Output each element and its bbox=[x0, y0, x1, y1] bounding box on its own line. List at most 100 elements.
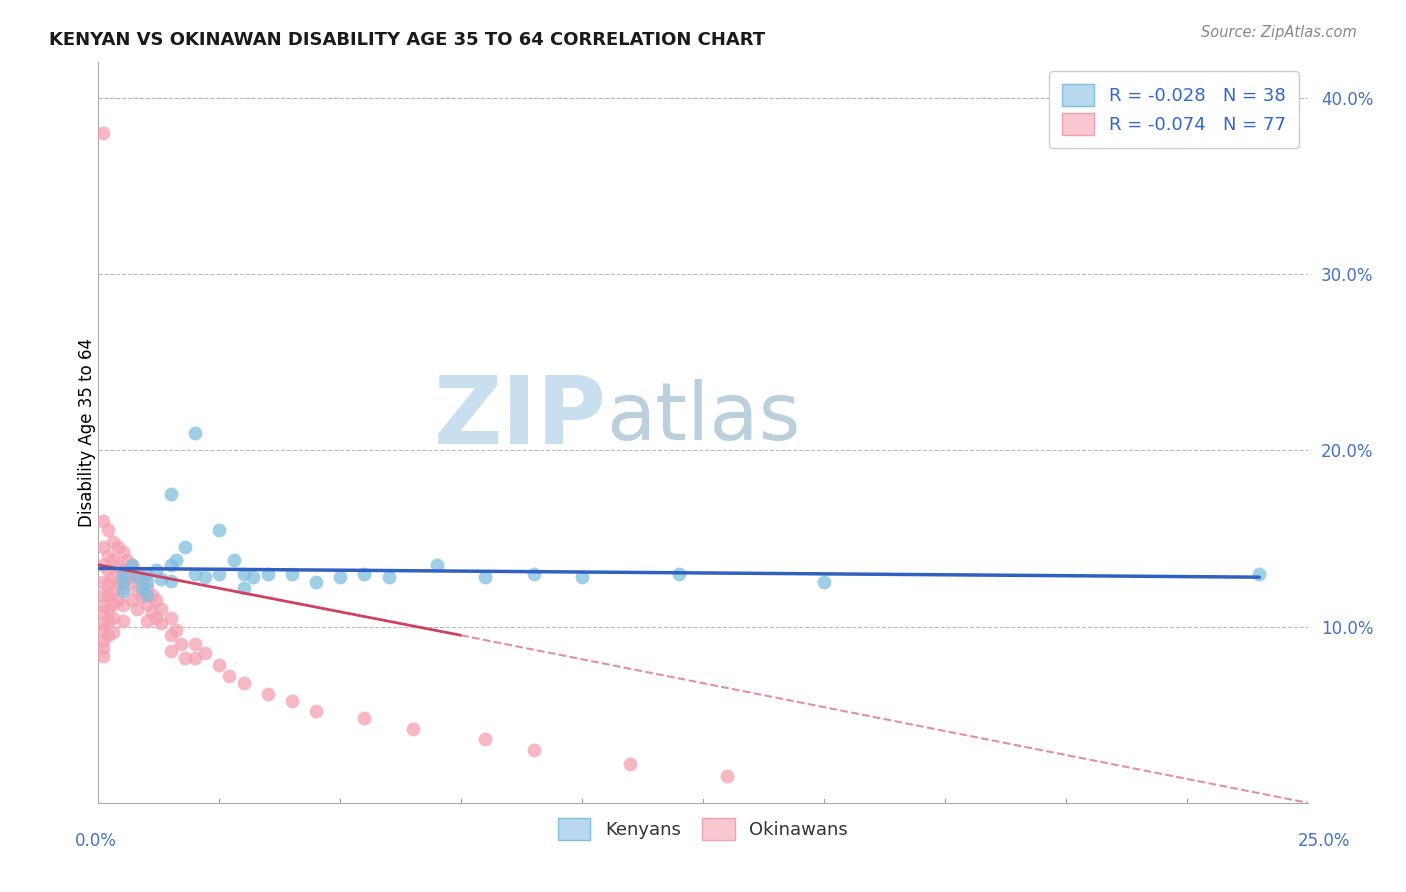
Point bbox=[101, 584, 124, 599]
Point bbox=[111, 575, 134, 590]
Point bbox=[232, 676, 254, 690]
Point bbox=[117, 570, 139, 584]
Point bbox=[668, 566, 690, 581]
Point bbox=[160, 574, 183, 588]
Point bbox=[131, 590, 153, 604]
Point bbox=[194, 646, 217, 660]
Point bbox=[91, 633, 114, 648]
Point bbox=[97, 523, 120, 537]
Point bbox=[91, 514, 114, 528]
Point bbox=[97, 549, 120, 563]
Point bbox=[145, 563, 167, 577]
Point bbox=[97, 563, 120, 577]
Point bbox=[184, 651, 207, 665]
Point bbox=[127, 566, 149, 581]
Point bbox=[716, 769, 738, 783]
Point bbox=[174, 651, 197, 665]
Point bbox=[141, 606, 163, 620]
Point bbox=[135, 597, 157, 611]
Text: Source: ZipAtlas.com: Source: ZipAtlas.com bbox=[1201, 25, 1357, 40]
Point bbox=[91, 623, 114, 637]
Point bbox=[91, 606, 114, 620]
Point bbox=[184, 637, 207, 651]
Point bbox=[474, 732, 496, 747]
Point bbox=[135, 581, 157, 595]
Point bbox=[232, 566, 254, 581]
Point bbox=[523, 743, 546, 757]
Point bbox=[256, 686, 278, 700]
Legend: Kenyans, Okinawans: Kenyans, Okinawans bbox=[548, 809, 858, 849]
Point bbox=[121, 575, 143, 590]
Point bbox=[135, 575, 157, 590]
Point bbox=[97, 588, 120, 602]
Point bbox=[165, 552, 187, 566]
Point bbox=[353, 566, 375, 581]
Point bbox=[97, 614, 120, 628]
Point bbox=[107, 575, 129, 590]
Point bbox=[184, 566, 207, 581]
Point bbox=[107, 540, 129, 554]
Point bbox=[111, 581, 134, 595]
Point bbox=[150, 602, 173, 616]
Point bbox=[377, 570, 399, 584]
Point bbox=[91, 575, 114, 590]
Text: KENYAN VS OKINAWAN DISABILITY AGE 35 TO 64 CORRELATION CHART: KENYAN VS OKINAWAN DISABILITY AGE 35 TO … bbox=[49, 31, 765, 49]
Point bbox=[111, 614, 134, 628]
Point bbox=[131, 581, 153, 595]
Point bbox=[160, 558, 183, 572]
Point bbox=[402, 722, 425, 736]
Point bbox=[222, 552, 245, 566]
Point bbox=[121, 593, 143, 607]
Point bbox=[135, 566, 157, 581]
Point bbox=[218, 669, 240, 683]
Point bbox=[353, 711, 375, 725]
Point bbox=[523, 566, 546, 581]
Point bbox=[160, 628, 183, 642]
Point bbox=[208, 658, 231, 673]
Point bbox=[165, 623, 187, 637]
Point bbox=[281, 693, 304, 707]
Point bbox=[150, 572, 173, 586]
Point bbox=[107, 558, 129, 572]
Point bbox=[194, 570, 217, 584]
Point bbox=[91, 126, 114, 140]
Point bbox=[101, 610, 124, 624]
Point bbox=[160, 487, 183, 501]
Point bbox=[101, 570, 124, 584]
Point bbox=[101, 624, 124, 639]
Point bbox=[127, 602, 149, 616]
Point bbox=[101, 552, 124, 566]
Text: ZIP: ZIP bbox=[433, 372, 606, 464]
Text: 25.0%: 25.0% bbox=[1298, 831, 1351, 849]
Point bbox=[91, 649, 114, 664]
Point bbox=[571, 570, 593, 584]
Point bbox=[101, 535, 124, 549]
Point bbox=[135, 588, 157, 602]
Point bbox=[91, 599, 114, 613]
Point bbox=[111, 566, 134, 581]
Point bbox=[169, 637, 191, 651]
Point bbox=[160, 610, 183, 624]
Point bbox=[91, 588, 114, 602]
Point bbox=[208, 566, 231, 581]
Y-axis label: Disability Age 35 to 64: Disability Age 35 to 64 bbox=[79, 338, 96, 527]
Point bbox=[813, 575, 835, 590]
Point bbox=[145, 593, 167, 607]
Point bbox=[184, 425, 207, 440]
Point bbox=[619, 757, 641, 772]
Point bbox=[174, 540, 197, 554]
Point bbox=[111, 599, 134, 613]
Point bbox=[1249, 566, 1271, 581]
Point bbox=[91, 640, 114, 655]
Text: 0.0%: 0.0% bbox=[75, 831, 117, 849]
Point bbox=[97, 577, 120, 591]
Point bbox=[426, 558, 449, 572]
Point bbox=[91, 540, 114, 554]
Point bbox=[160, 644, 183, 658]
Point bbox=[150, 615, 173, 630]
Point bbox=[91, 558, 114, 572]
Text: atlas: atlas bbox=[606, 379, 800, 457]
Point bbox=[111, 563, 134, 577]
Point bbox=[127, 584, 149, 599]
Point bbox=[145, 610, 167, 624]
